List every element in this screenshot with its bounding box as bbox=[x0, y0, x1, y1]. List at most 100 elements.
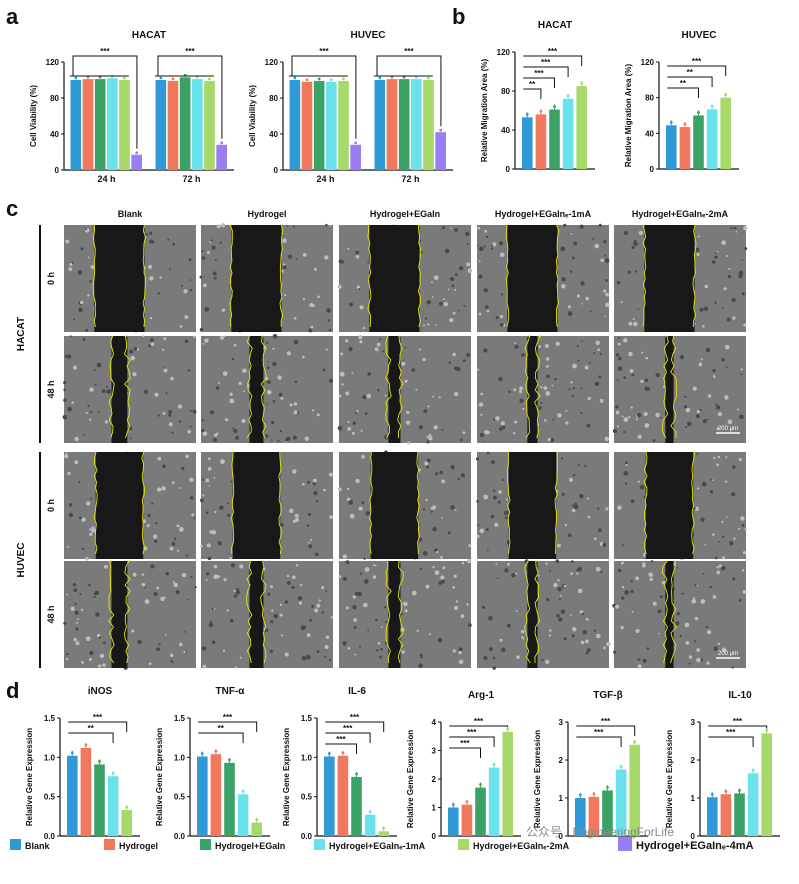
cell-speckle bbox=[454, 509, 457, 512]
cell-speckle bbox=[73, 318, 76, 321]
cell-speckle bbox=[624, 590, 629, 595]
cell-speckle bbox=[463, 304, 466, 307]
cell-speckle bbox=[213, 564, 218, 569]
cell-speckle bbox=[637, 480, 640, 483]
cell-speckle bbox=[90, 410, 93, 413]
cell-speckle bbox=[280, 396, 284, 400]
cell-speckle bbox=[455, 600, 459, 603]
y-tick-label: 80 bbox=[645, 94, 654, 103]
wound-edge-outline bbox=[278, 451, 282, 555]
chart-d-inos: iNOS 0.0 0.5 1.0 1.5 Relative Gene Expression… bbox=[25, 686, 140, 841]
cell-speckle bbox=[555, 559, 560, 563]
cell-speckle bbox=[675, 566, 678, 569]
cell-speckle bbox=[347, 420, 350, 424]
cell-speckle bbox=[89, 650, 94, 656]
cell-speckle bbox=[623, 230, 629, 236]
cell-speckle bbox=[148, 344, 152, 348]
cell-speckle bbox=[544, 419, 547, 422]
cell-speckle bbox=[384, 606, 387, 609]
cell-speckle bbox=[712, 375, 715, 378]
cell-speckle bbox=[586, 648, 591, 653]
bar bbox=[179, 77, 191, 170]
cell-speckle bbox=[485, 235, 489, 238]
cell-speckle bbox=[426, 440, 430, 444]
cell-speckle bbox=[286, 574, 290, 578]
bar bbox=[67, 755, 78, 836]
cell-speckle bbox=[318, 599, 321, 602]
cell-speckle bbox=[637, 664, 642, 669]
wound-edge-outline bbox=[246, 560, 253, 664]
cell-speckle bbox=[744, 528, 747, 531]
cell-speckle bbox=[594, 243, 600, 249]
cell-speckle bbox=[700, 599, 706, 604]
cell-speckle bbox=[485, 528, 489, 532]
cell-speckle bbox=[217, 381, 220, 385]
cell-speckle bbox=[629, 369, 634, 373]
data-point bbox=[355, 772, 358, 776]
cell-speckle bbox=[604, 315, 606, 318]
cell-speckle bbox=[477, 368, 480, 371]
cell-speckle bbox=[553, 582, 558, 588]
data-point bbox=[566, 94, 570, 98]
cell-speckle bbox=[425, 498, 428, 502]
bar bbox=[747, 773, 759, 836]
cell-speckle bbox=[272, 347, 275, 350]
chart-d-tgfb: TGF-β 0 1 2 3 Relative Gene Expression *** *** bbox=[533, 690, 648, 841]
cell-speckle bbox=[506, 498, 509, 501]
cell-speckle bbox=[713, 646, 718, 651]
cell-speckle bbox=[382, 350, 385, 353]
cell-speckle bbox=[235, 589, 241, 595]
cell-speckle bbox=[202, 431, 208, 436]
cell-speckle bbox=[372, 564, 376, 567]
cell-speckle bbox=[731, 492, 736, 497]
cell-speckle bbox=[431, 505, 437, 510]
cell-speckle bbox=[580, 640, 585, 645]
cell-speckle bbox=[63, 621, 67, 625]
cell-speckle bbox=[581, 302, 583, 305]
cell-speckle bbox=[426, 458, 431, 463]
cell-speckle bbox=[603, 646, 606, 650]
cell-speckle bbox=[89, 280, 92, 283]
y-tick-label: 0 bbox=[691, 832, 696, 841]
cell-speckle bbox=[635, 576, 639, 581]
legend-swatch bbox=[314, 839, 325, 850]
cell-speckle bbox=[500, 421, 505, 426]
wound-gap bbox=[508, 452, 557, 559]
cell-speckle bbox=[549, 570, 552, 572]
cell-speckle bbox=[460, 473, 465, 478]
wound-gap bbox=[507, 225, 558, 332]
cell-speckle bbox=[676, 611, 681, 616]
cell-speckle bbox=[85, 636, 91, 642]
y-axis-label: Relative Gene Expression bbox=[533, 730, 542, 828]
cell-speckle bbox=[568, 533, 572, 537]
cell-speckle bbox=[714, 255, 718, 259]
data-point bbox=[633, 740, 637, 744]
cell-speckle bbox=[213, 276, 217, 280]
cell-speckle bbox=[630, 406, 633, 409]
cell-speckle bbox=[519, 386, 523, 391]
cell-speckle bbox=[402, 601, 408, 607]
cell-speckle bbox=[199, 275, 203, 279]
cell-speckle bbox=[78, 480, 81, 484]
cell-speckle bbox=[740, 368, 743, 371]
data-point bbox=[125, 805, 129, 809]
cell-speckle bbox=[175, 589, 180, 595]
cell-speckle bbox=[292, 225, 296, 228]
cell-speckle bbox=[452, 352, 456, 357]
cell-speckle bbox=[178, 527, 184, 532]
data-point bbox=[317, 77, 321, 81]
cell-speckle bbox=[313, 490, 318, 496]
cell-speckle bbox=[404, 609, 408, 613]
cell-speckle bbox=[492, 242, 497, 247]
cell-speckle bbox=[646, 647, 650, 650]
cell-speckle bbox=[454, 228, 458, 232]
wound-edge-outline bbox=[108, 560, 115, 664]
cell-speckle bbox=[338, 575, 342, 579]
cell-speckle bbox=[305, 654, 311, 660]
cell-speckle bbox=[475, 457, 480, 461]
cell-speckle bbox=[204, 306, 210, 312]
watermark-text: 公众号 · EngineeringForLife bbox=[526, 825, 674, 839]
cell-speckle bbox=[404, 379, 408, 383]
cell-speckle bbox=[497, 577, 499, 579]
cell-speckle bbox=[639, 484, 645, 490]
